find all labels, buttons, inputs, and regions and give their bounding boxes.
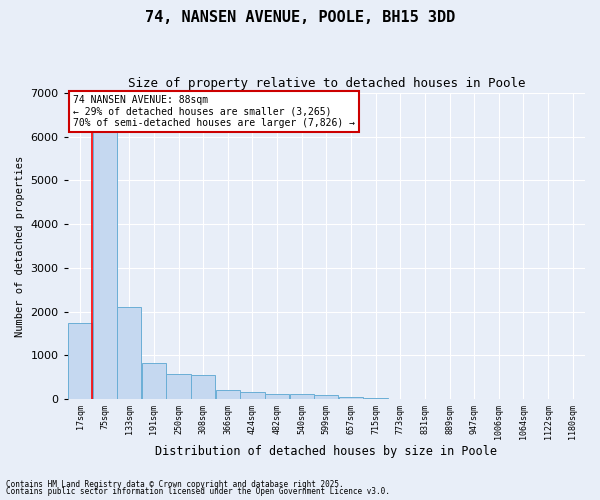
Bar [92,128,117,399]
Bar [241,392,265,399]
Title: Size of property relative to detached houses in Poole: Size of property relative to detached ho… [128,78,525,90]
Bar [265,394,289,399]
Bar [216,390,240,399]
Text: Contains public sector information licensed under the Open Government Licence v3: Contains public sector information licen… [6,487,390,496]
Bar [142,363,166,399]
Text: 74 NANSEN AVENUE: 88sqm
← 29% of detached houses are smaller (3,265)
70% of semi: 74 NANSEN AVENUE: 88sqm ← 29% of detache… [73,94,355,128]
Y-axis label: Number of detached properties: Number of detached properties [15,156,25,336]
Bar [166,374,191,399]
Bar [339,396,363,399]
Bar [290,394,314,399]
X-axis label: Distribution of detached houses by size in Poole: Distribution of detached houses by size … [155,444,497,458]
Bar [314,396,338,399]
Text: 74, NANSEN AVENUE, POOLE, BH15 3DD: 74, NANSEN AVENUE, POOLE, BH15 3DD [145,10,455,25]
Bar [364,398,388,399]
Bar [117,308,142,399]
Text: Contains HM Land Registry data © Crown copyright and database right 2025.: Contains HM Land Registry data © Crown c… [6,480,344,489]
Bar [191,374,215,399]
Bar [68,322,92,399]
